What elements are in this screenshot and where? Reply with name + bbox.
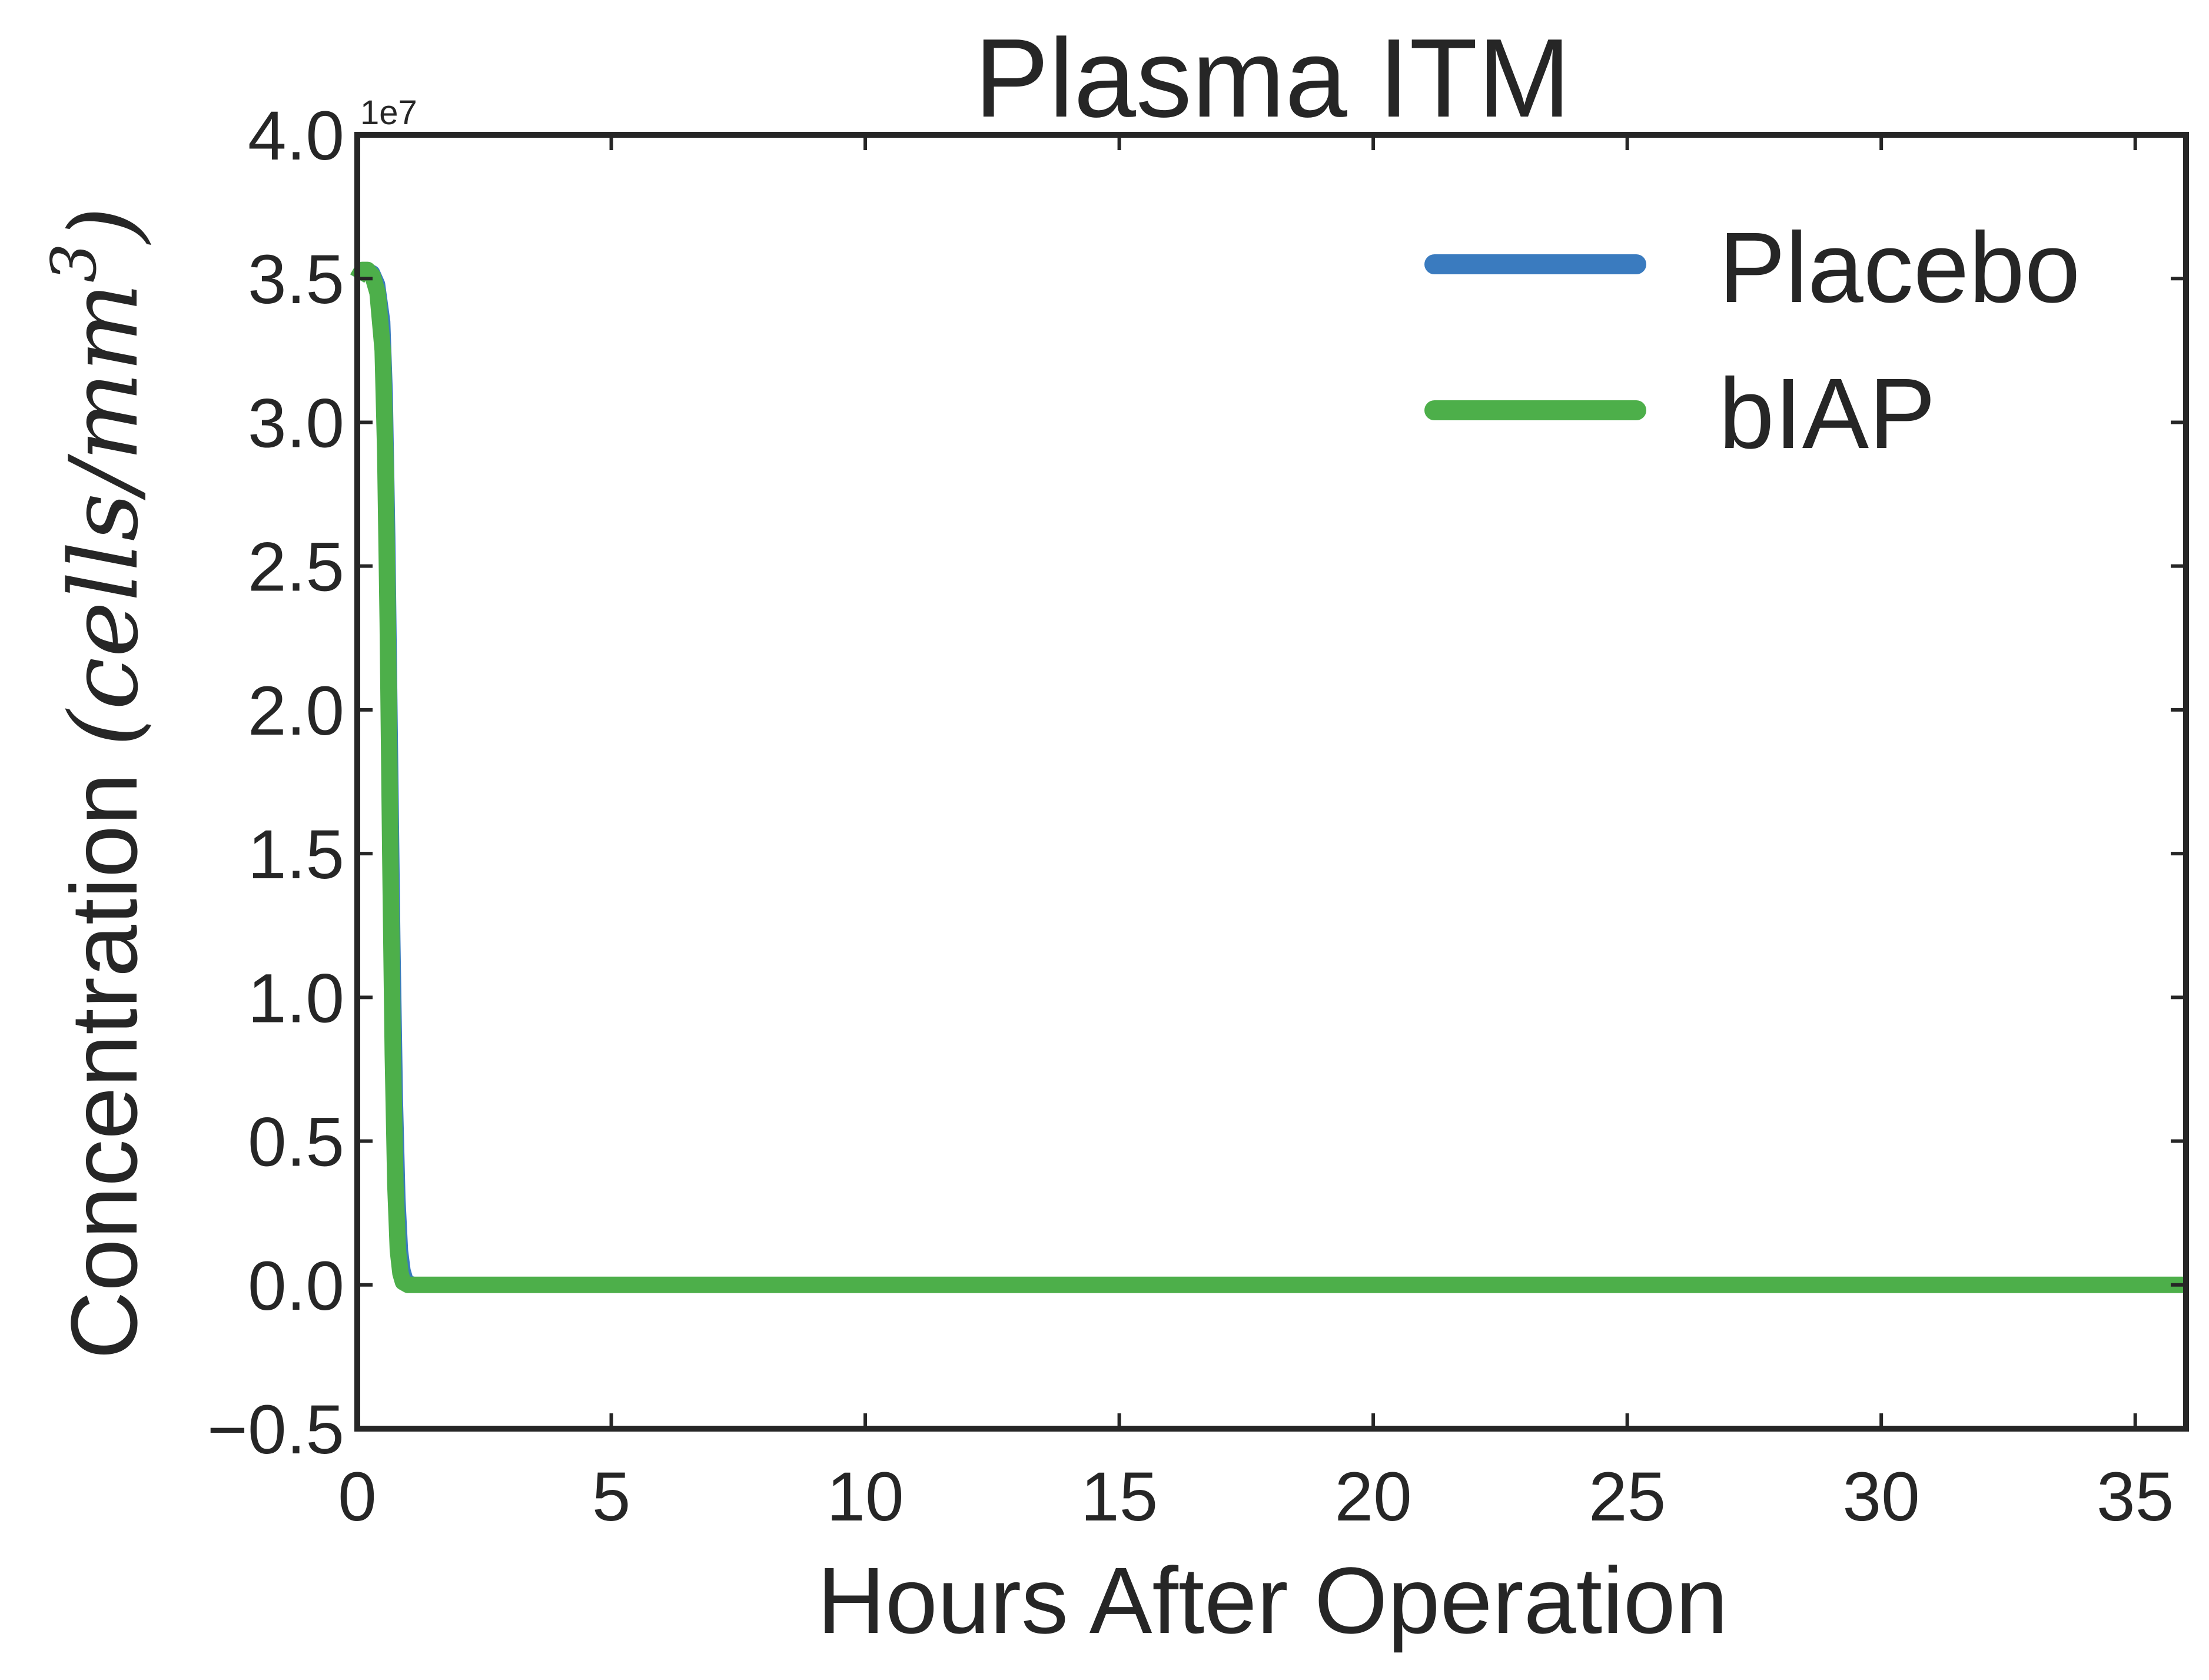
y-axis-label: Concentration (cells/mm3)	[38, 207, 159, 1359]
y-tick-labels: −0.5 0.0 0.5 1.0 1.5 2.0 2.5 3.0 3.5 4.0	[207, 97, 344, 1469]
y-axis-label-text: Concentration	[51, 773, 157, 1359]
legend: Placebo bIAP	[1424, 212, 2080, 470]
chart-title: Plasma ITM	[974, 16, 1570, 141]
y-tick-label: 1.5	[248, 816, 344, 894]
y-axis-label-exponent: 3	[38, 243, 110, 283]
y-tick-label: −0.5	[207, 1391, 344, 1469]
plot-frame	[354, 132, 2189, 1432]
y-axis-label-units: (cells/mm	[49, 283, 159, 747]
y-tick-label: 0.5	[248, 1104, 344, 1181]
legend-label-biap: bIAP	[1719, 358, 1936, 470]
y-tick-label: 0.0	[248, 1247, 344, 1325]
x-tick-label: 30	[1843, 1458, 1920, 1536]
legend-label-placebo: Placebo	[1719, 212, 2080, 324]
x-tick-label: 25	[1589, 1458, 1666, 1536]
y-tick-label: 2.0	[248, 672, 344, 750]
x-axis-label: Hours After Operation	[817, 1548, 1728, 1653]
x-tick-label: 10	[826, 1458, 903, 1536]
series-line-biap	[350, 261, 2186, 1293]
y-offset-label: 1e7	[360, 94, 417, 132]
x-tick-label: 0	[338, 1458, 377, 1536]
y-axis-label-close: )	[49, 207, 159, 245]
y-tick-label: 3.5	[248, 241, 344, 318]
x-tick-label: 20	[1334, 1458, 1411, 1536]
y-tick-label: 3.0	[248, 384, 344, 462]
y-tick-label: 2.5	[248, 529, 344, 606]
y-tick-label: 1.0	[248, 959, 344, 1037]
y-tick-label: 4.0	[248, 97, 344, 175]
x-tick-label: 5	[592, 1458, 631, 1536]
plot-lines	[350, 261, 2186, 1293]
x-tick-labels: 0 5 10 15 20 25 30 35	[338, 1458, 2174, 1536]
x-tick-label: 35	[2097, 1458, 2174, 1536]
x-tick-label: 15	[1081, 1458, 1158, 1536]
ticks	[356, 133, 2186, 1430]
